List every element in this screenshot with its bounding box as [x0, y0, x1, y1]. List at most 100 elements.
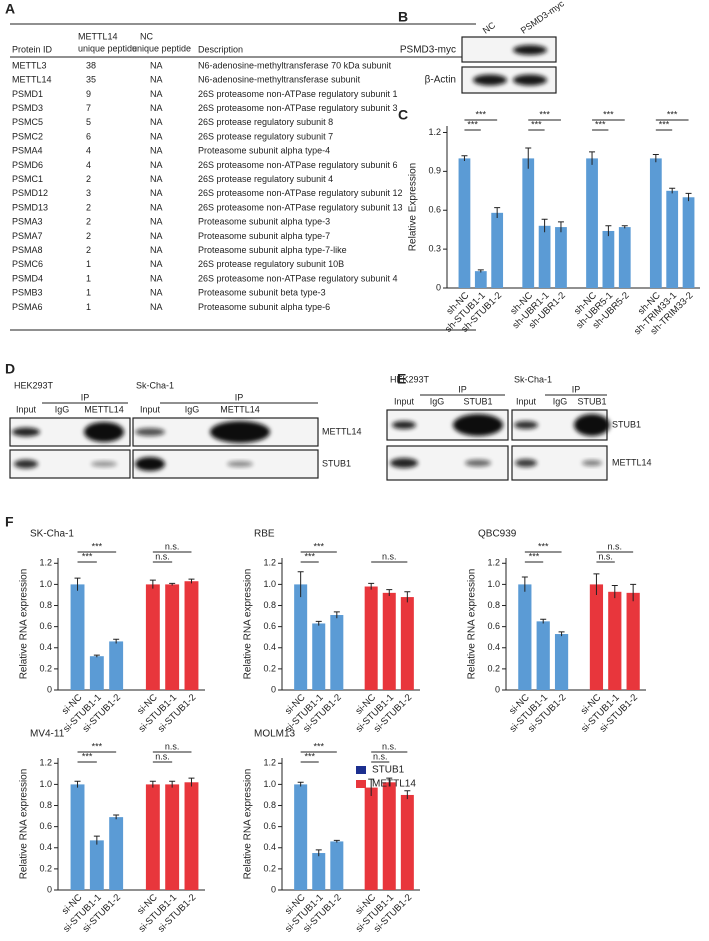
y-tick-label: 0.6 — [263, 621, 276, 631]
y-tick-label: 1.0 — [487, 579, 500, 589]
table-cell: PSMB3 — [12, 288, 43, 298]
y-tick-label: 1.0 — [263, 579, 276, 589]
significance-label: *** — [659, 119, 670, 129]
lane-label: Input — [16, 404, 37, 414]
significance-label: n.s. — [382, 741, 397, 751]
bar — [602, 230, 615, 288]
table-cell: 2 — [86, 174, 91, 184]
significance-label: *** — [92, 741, 103, 751]
bar — [165, 584, 180, 690]
y-tick-label: 0.6 — [263, 821, 276, 831]
table-cell: PSMA7 — [12, 231, 43, 241]
bar — [666, 190, 679, 288]
y-tick-label: 0.2 — [487, 663, 500, 673]
table-cell: METTL3 — [12, 60, 47, 70]
table-cell: 1 — [86, 273, 91, 283]
table-cell: Proteasome subunit alpha type-7 — [198, 231, 330, 241]
cell-line: HEK293T — [390, 374, 430, 384]
significance-label: *** — [304, 751, 315, 761]
table-cell: NA — [150, 146, 163, 156]
bar — [184, 782, 199, 890]
bar — [382, 592, 396, 690]
table-cell: PSMA6 — [12, 302, 43, 312]
y-axis-label: Relative RNA expression — [19, 569, 30, 680]
bar — [109, 641, 124, 690]
table-cell: NA — [150, 217, 163, 227]
bar — [589, 584, 604, 690]
error-bar — [188, 578, 195, 584]
error-bar — [605, 225, 612, 237]
table-cell: PSMD12 — [12, 188, 48, 198]
y-axis-label: Relative Expression — [408, 163, 419, 251]
y-tick-label: 1.2 — [39, 758, 52, 768]
y-tick-label: 1.2 — [39, 558, 52, 568]
table-header: METTL14 — [78, 31, 118, 41]
error-bar — [93, 654, 100, 658]
y-axis-label: Relative RNA expression — [467, 569, 478, 680]
y-tick-label: 0.6 — [39, 621, 52, 631]
y-tick-label: 1.2 — [263, 558, 276, 568]
chart-title: RBE — [254, 529, 275, 540]
table-cell: NA — [150, 160, 163, 170]
table-cell: PSMD4 — [12, 273, 43, 283]
ip-label: IP — [81, 392, 90, 402]
lane-label: METTL14 — [84, 404, 124, 414]
table-cell: 26S protease regulatory subunit 7 — [198, 131, 333, 141]
significance-label: *** — [467, 119, 478, 129]
table-cell: 2 — [86, 202, 91, 212]
bar — [538, 225, 551, 288]
blot-band — [514, 421, 538, 429]
y-tick-label: 0.4 — [39, 642, 52, 652]
error-bar — [333, 839, 340, 843]
table-cell: NA — [150, 75, 163, 85]
table-cell: PSMA4 — [12, 146, 43, 156]
lane-label: PSMD3-myc — [519, 0, 567, 36]
y-tick-label: 0.6 — [487, 621, 500, 631]
cell-line: Sk-Cha-1 — [136, 380, 174, 390]
blot-band — [91, 461, 117, 467]
table-header: unique peptide — [78, 43, 137, 53]
table-cell: NA — [150, 259, 163, 269]
y-tick-label: 0.9 — [428, 166, 441, 176]
error-bar — [652, 154, 659, 163]
error-bar — [404, 591, 411, 603]
y-tick-label: 0.8 — [487, 600, 500, 610]
table-cell: PSMC5 — [12, 117, 43, 127]
y-tick-label: 0 — [47, 884, 52, 894]
significance-label: *** — [92, 541, 103, 551]
bar — [400, 794, 414, 890]
y-tick-label: 1.0 — [39, 779, 52, 789]
table-cell: NA — [150, 188, 163, 198]
blot-band — [473, 74, 507, 86]
error-bar — [149, 579, 156, 589]
error-bar — [297, 571, 304, 598]
error-bar — [149, 780, 156, 788]
bar — [184, 581, 199, 690]
row-label: METTL14 — [322, 426, 362, 436]
bar — [294, 784, 308, 890]
lane-label: Input — [140, 404, 161, 414]
blot-band — [84, 422, 124, 442]
table-cell: PSMC6 — [12, 259, 43, 269]
error-bar — [521, 576, 528, 592]
y-tick-label: 0.6 — [39, 821, 52, 831]
error-bar — [621, 225, 628, 229]
blot-band — [465, 459, 491, 467]
table-cell: 38 — [86, 60, 96, 70]
table-cell: Proteasome subunit alpha type-7-like — [198, 245, 347, 255]
table-cell: NA — [150, 117, 163, 127]
table-cell: 4 — [86, 146, 91, 156]
y-tick-label: 0.2 — [263, 663, 276, 673]
blot-band — [210, 421, 270, 443]
bar — [400, 597, 414, 690]
error-bar — [188, 777, 195, 787]
lane-label: Input — [394, 396, 415, 406]
significance-label: n.s. — [382, 551, 397, 561]
table-cell: 2 — [86, 217, 91, 227]
table-cell: PSMA8 — [12, 245, 43, 255]
significance-label: *** — [304, 551, 315, 561]
table-cell: NA — [150, 245, 163, 255]
error-bar — [113, 814, 120, 820]
chart-title: QBC939 — [478, 529, 517, 540]
table-cell: 7 — [86, 103, 91, 113]
